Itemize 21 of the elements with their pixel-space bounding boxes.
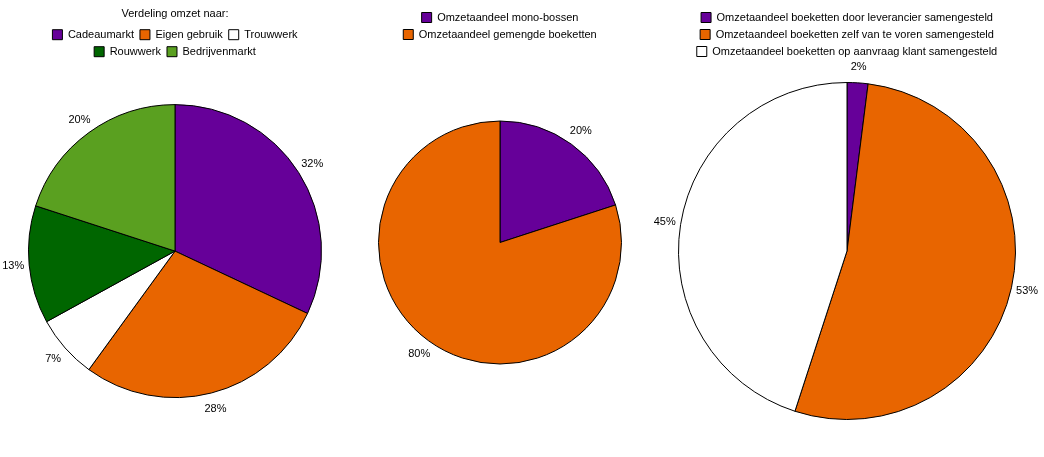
legend-label: Omzetaandeel boeketten door leverancier samengesteld bbox=[716, 10, 993, 23]
data-label: 28% bbox=[204, 401, 227, 414]
data-label: 20% bbox=[569, 124, 593, 137]
legend-title: Verdeling omzet naar: bbox=[121, 6, 229, 19]
data-label: 80% bbox=[408, 346, 431, 359]
data-label: 2% bbox=[850, 59, 867, 72]
legend-label: Omzetaandeel gemengde boeketten bbox=[418, 27, 597, 40]
data-label: 13% bbox=[2, 259, 25, 272]
data-label: 20% bbox=[68, 112, 91, 125]
legend-label: Trouwwerk bbox=[244, 27, 299, 40]
legend-label: Bedrijvenmarkt bbox=[182, 44, 256, 57]
data-label: 32% bbox=[301, 157, 324, 170]
data-label: 45% bbox=[653, 215, 676, 228]
legend-label: Omzetaandeel boeketten zelf van te voren samengesteld bbox=[715, 27, 994, 40]
data-label: 53% bbox=[1016, 284, 1039, 297]
data-label: 7% bbox=[45, 351, 62, 364]
legend-label: Cadeaumarkt bbox=[67, 27, 134, 40]
legend-label: Eigen gebruik bbox=[155, 27, 224, 40]
legend-label: Omzetaandeel boeketten op aanvraag klant samengesteld bbox=[712, 44, 998, 57]
legend-label: Omzetaandeel mono-bossen bbox=[437, 10, 579, 23]
legend-label: Rouwwerk bbox=[109, 44, 162, 57]
